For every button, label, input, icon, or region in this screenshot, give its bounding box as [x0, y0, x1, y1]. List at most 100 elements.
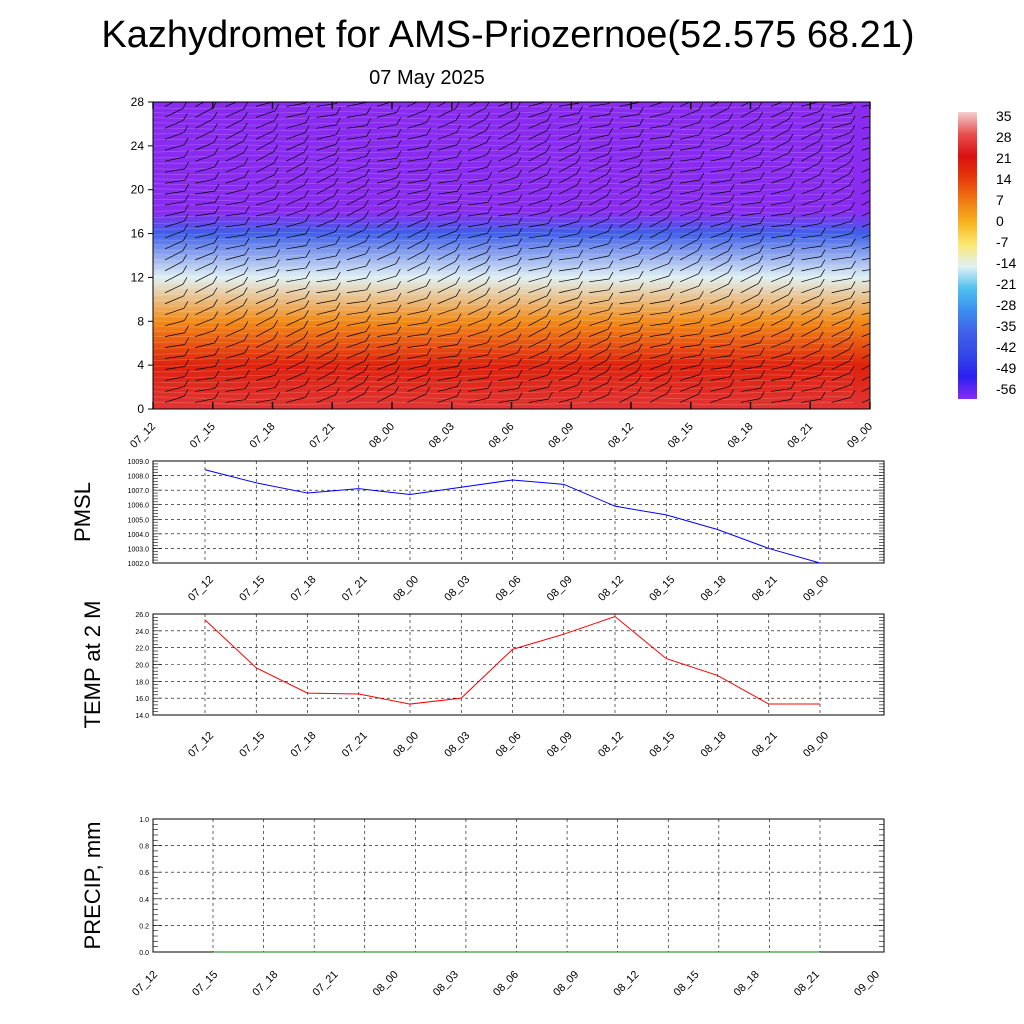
wind-barb-staff [558, 152, 578, 162]
wind-barb-flag [426, 337, 432, 345]
wind-barb-flag [487, 391, 492, 399]
wind-barb-staff [619, 350, 639, 359]
wind-barb-staff [164, 132, 184, 140]
wind-barb-flag [304, 377, 310, 386]
wind-barb-staff [407, 122, 427, 129]
wind-barb-staff [164, 386, 185, 392]
wind-barb-staff [649, 311, 670, 316]
ytick-label: 20.0 [135, 663, 149, 670]
wind-barb-staff [255, 316, 274, 326]
wind-barb-flag [699, 337, 705, 345]
wind-barb-flag [638, 158, 643, 167]
wind-barb-flag [213, 311, 219, 319]
wind-barb-staff [710, 272, 729, 283]
wind-barb-staff [528, 386, 549, 392]
wind-barb-flag [819, 179, 825, 188]
wind-barb-flag [517, 381, 523, 389]
wind-barb-flag [244, 333, 249, 341]
wind-barb-flag [487, 216, 493, 224]
wind-barb-flag [455, 102, 460, 109]
wind-barb-flag [880, 157, 884, 164]
wind-barb-staff [195, 154, 215, 162]
wind-barb-flag [729, 325, 735, 333]
wind-barb-flag [487, 159, 492, 168]
wind-barb-staff [407, 189, 428, 195]
wind-barb-staff [346, 321, 367, 327]
xtick-label: 08_03 [431, 969, 461, 999]
xtick-label: 08_15 [672, 969, 702, 999]
wind-barb-staff [376, 217, 396, 228]
wind-barb-staff [286, 307, 306, 316]
wind-barb-flag [273, 155, 279, 164]
wind-barb-staff [619, 311, 640, 316]
wind-barb-flag [789, 345, 795, 353]
wind-barb-staff [437, 132, 457, 140]
xtick-label: 08_18 [699, 730, 729, 760]
wind-barb-flag [394, 375, 400, 383]
xtick-label: 07_15 [237, 730, 267, 760]
wind-barb-flag [457, 348, 462, 356]
wind-barb-staff [286, 297, 306, 305]
wind-barb-flag [366, 282, 371, 290]
wind-barb-staff [195, 294, 214, 305]
wind-barb-staff [255, 350, 275, 359]
wind-barb-staff [255, 140, 274, 151]
wind-barb-flag [273, 288, 279, 296]
wind-barb-staff [680, 384, 700, 392]
wind-barb-staff [467, 305, 487, 316]
wind-barb-flag [788, 122, 794, 131]
wind-barb-staff [467, 232, 488, 239]
wind-barb-flag [669, 293, 674, 301]
wind-barb-staff [619, 156, 640, 162]
wind-barb-staff [195, 272, 214, 283]
wind-barb-flag [394, 221, 400, 229]
heatmap-xtick-label: 08_21 [785, 421, 815, 451]
wind-barb-flag [243, 321, 249, 329]
wind-barb-flag [243, 157, 249, 165]
wind-barb-staff [498, 283, 517, 294]
wind-barb-staff [861, 126, 870, 129]
wind-barb-staff [558, 307, 578, 316]
wind-barb-staff [770, 352, 791, 359]
wind-barb-flag [396, 105, 401, 113]
wind-barb-flag [849, 310, 855, 318]
wind-barb-staff [680, 393, 699, 403]
wind-barb-staff [164, 344, 185, 348]
wind-barb-staff [619, 102, 640, 107]
wind-barb-staff [861, 343, 870, 348]
wind-barb-staff [407, 208, 427, 217]
wind-barb-staff [649, 147, 670, 151]
wind-barb-flag [275, 216, 280, 224]
wind-barb-flag [182, 233, 188, 241]
wind-barb-flag [578, 281, 583, 289]
heatmap-xtick-label: 07_15 [188, 421, 218, 451]
wind-barb-flag [214, 159, 219, 168]
wind-barb-staff [619, 331, 639, 337]
wind-barb-staff [680, 364, 700, 370]
wind-barb-flag [638, 258, 644, 267]
wind-barb-staff [589, 207, 608, 217]
wind-barb-flag [729, 359, 735, 367]
wind-barb-staff [740, 377, 761, 381]
wind-barb-staff [801, 295, 820, 305]
heatmap-xtick-label: 08_18 [726, 421, 756, 451]
wind-barb-staff [589, 328, 608, 337]
wind-barb-staff [437, 283, 456, 294]
heatmap-xtick-label: 08_00 [367, 421, 397, 451]
wind-barb-flag [820, 259, 826, 267]
wind-barb-flag [882, 293, 886, 300]
wind-barb-staff [558, 233, 579, 239]
wind-barb-flag [365, 258, 371, 267]
wind-barb-flag [395, 256, 401, 264]
wind-barb-staff [831, 384, 851, 392]
wind-barb-flag [333, 342, 339, 350]
wind-barb-staff [771, 376, 791, 381]
wind-barb-staff [680, 344, 701, 348]
wind-barb-staff [407, 393, 426, 403]
wind-barb-staff [649, 207, 669, 217]
wind-barb-flag [881, 313, 885, 320]
wind-barb-flag [637, 188, 642, 197]
wind-barb-flag [788, 145, 794, 153]
wind-barb-flag [760, 370, 765, 378]
wind-barb-staff [437, 190, 458, 195]
